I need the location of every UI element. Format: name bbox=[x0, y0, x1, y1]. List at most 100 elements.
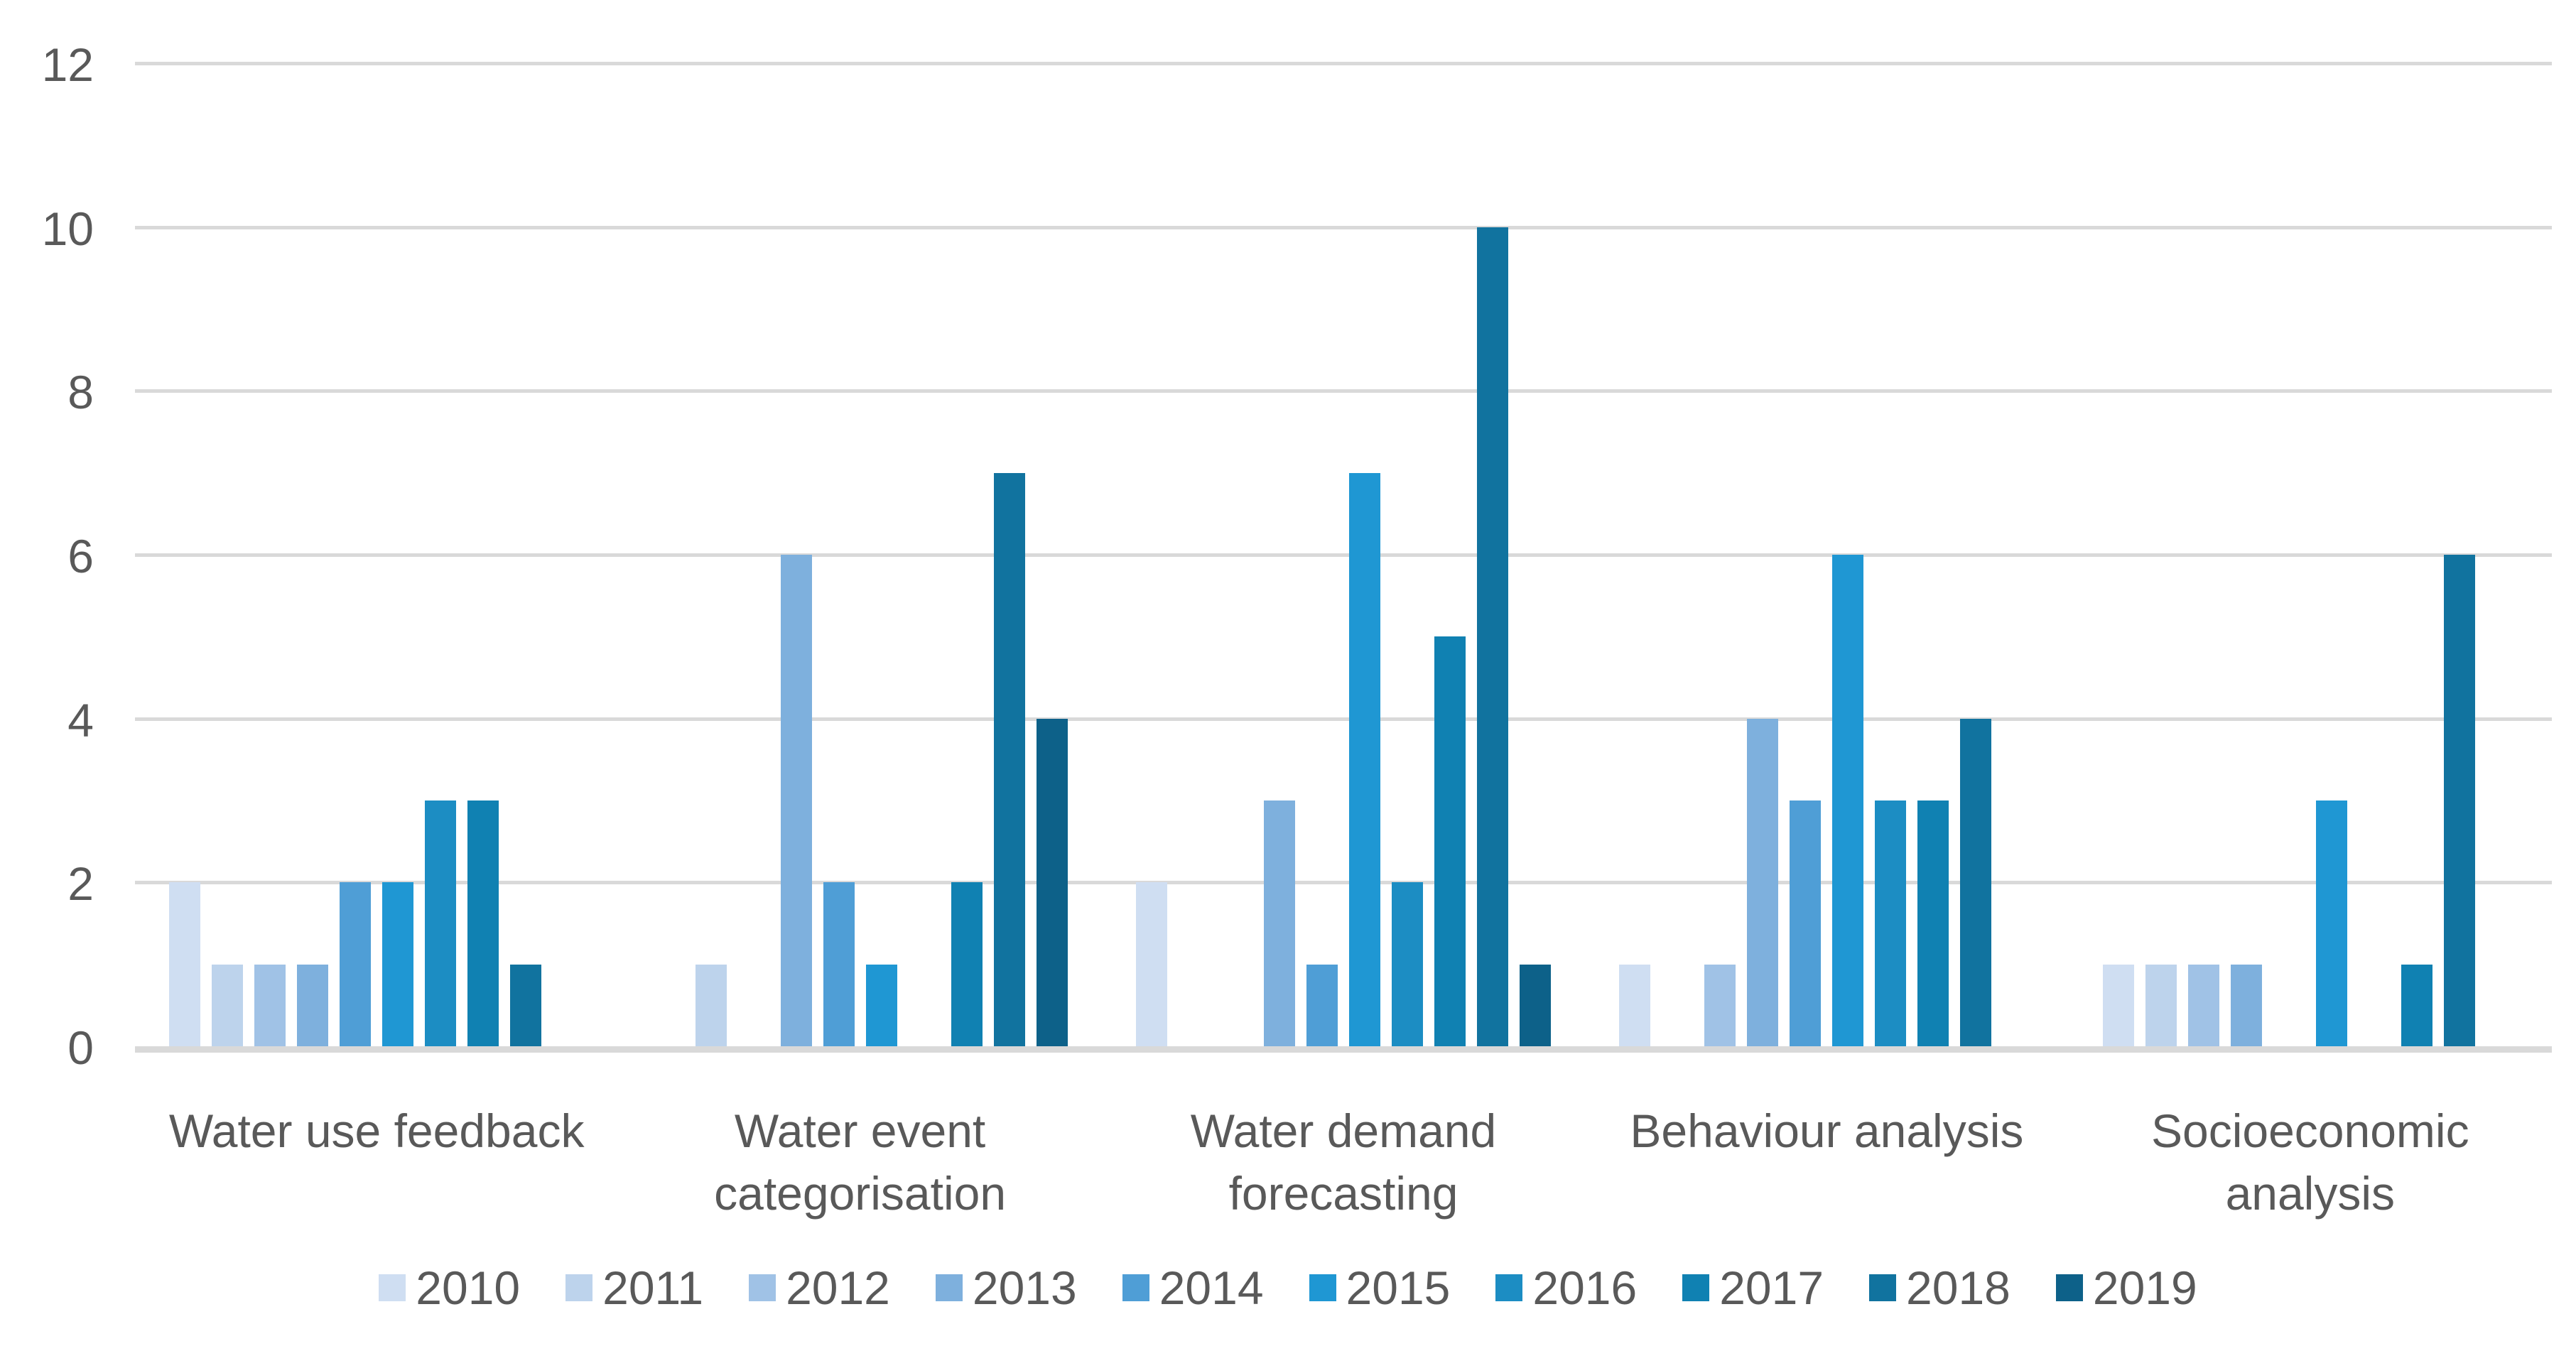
legend-label-2010: 2010 bbox=[416, 1261, 521, 1314]
legend-label-2018: 2018 bbox=[1906, 1261, 2011, 1314]
category-label-3: Water demand forecasting bbox=[1190, 1105, 1497, 1220]
bar-slot-2011 bbox=[690, 0, 732, 1046]
bar-2013-value-6 bbox=[780, 555, 812, 1046]
legend-swatch-2016 bbox=[1495, 1274, 1523, 1301]
legend-item-2015: 2015 bbox=[1309, 1261, 1451, 1314]
bar-slot-2016 bbox=[2353, 0, 2396, 1046]
category-label-1: Water use feedback bbox=[168, 1105, 585, 1157]
bar-slot-2019 bbox=[2481, 0, 2523, 1046]
bar-slot-2017 bbox=[1912, 0, 1954, 1046]
bar-slot-2019 bbox=[1514, 0, 1557, 1046]
y-tick-label-8: 8 bbox=[67, 366, 94, 419]
y-tick-label-10: 10 bbox=[41, 202, 94, 255]
bar-slot-2014 bbox=[1301, 0, 1343, 1046]
bar-slot-2013 bbox=[291, 0, 334, 1046]
bar-slot-2013 bbox=[775, 0, 818, 1046]
bar-2010-value-1 bbox=[2102, 964, 2134, 1046]
bar-2013-value-1 bbox=[2230, 964, 2262, 1046]
bar-2011-value-1 bbox=[212, 964, 244, 1046]
bar-slot-2013 bbox=[2225, 0, 2268, 1046]
bar-slot-2012 bbox=[249, 0, 291, 1046]
bar-2010-value-1 bbox=[1619, 964, 1651, 1046]
bar-slot-2016 bbox=[903, 0, 946, 1046]
bar-slot-2018 bbox=[1954, 0, 1997, 1046]
category-label-4: Behaviour analysis bbox=[1630, 1105, 2024, 1157]
bar-2018-value-4 bbox=[1960, 718, 1992, 1046]
y-tick-label-0: 0 bbox=[67, 1021, 94, 1074]
bar-slot-2019 bbox=[1997, 0, 2040, 1046]
gridline-y-8 bbox=[135, 389, 2552, 394]
bar-group-1 bbox=[135, 0, 618, 1046]
bar-slot-2010 bbox=[163, 0, 206, 1046]
bar-slot-2011 bbox=[2140, 0, 2182, 1046]
legend-item-2017: 2017 bbox=[1682, 1263, 1824, 1313]
bar-slot-2010 bbox=[1130, 0, 1173, 1046]
legend-swatch-2013 bbox=[935, 1274, 963, 1301]
y-tick-label-12: 12 bbox=[41, 38, 94, 92]
bar-slot-2017 bbox=[946, 0, 988, 1046]
bar-slot-2012 bbox=[732, 0, 775, 1046]
category-label-2: Water event categorisation bbox=[714, 1105, 1007, 1220]
bar-2017-value-3 bbox=[1917, 800, 1949, 1046]
bar-slot-2014 bbox=[334, 0, 377, 1046]
bar-2017-value-5 bbox=[1434, 636, 1466, 1046]
bar-2015-value-7 bbox=[1348, 472, 1380, 1046]
bar-2014-value-2 bbox=[340, 882, 372, 1046]
plot-area bbox=[135, 0, 2552, 1046]
bar-2012-value-1 bbox=[1704, 964, 1736, 1046]
bar-group-5 bbox=[2069, 0, 2552, 1046]
gridline-y-6 bbox=[135, 553, 2552, 558]
bar-slot-2012 bbox=[2182, 0, 2225, 1046]
bar-2012-value-1 bbox=[254, 964, 286, 1046]
legend-item-2011: 2011 bbox=[565, 1263, 703, 1313]
bar-slot-2015 bbox=[377, 0, 419, 1046]
bar-slot-2014 bbox=[1784, 0, 1827, 1046]
bar-slot-2017 bbox=[2396, 0, 2438, 1046]
bar-slot-2018 bbox=[2438, 0, 2481, 1046]
legend-label-2015: 2015 bbox=[1346, 1261, 1451, 1314]
bar-2011-value-1 bbox=[2145, 964, 2177, 1046]
bar-slot-2012 bbox=[1216, 0, 1258, 1046]
bar-2017-value-2 bbox=[951, 882, 983, 1046]
legend-label-2012: 2012 bbox=[786, 1261, 890, 1314]
bar-group-4 bbox=[1585, 0, 2068, 1046]
gridline-y-2 bbox=[135, 881, 2552, 885]
x-axis-line bbox=[135, 1046, 2552, 1053]
legend-item-2012: 2012 bbox=[749, 1263, 890, 1313]
legend-item-2016: 2016 bbox=[1495, 1263, 1637, 1313]
bar-group-2 bbox=[618, 0, 1101, 1046]
bar-2019-value-1 bbox=[1519, 964, 1551, 1046]
bar-2019-value-4 bbox=[1036, 718, 1068, 1046]
legend-label-2017: 2017 bbox=[1719, 1261, 1824, 1314]
bar-2017-value-1 bbox=[2401, 964, 2432, 1046]
bar-slot-2013 bbox=[1258, 0, 1301, 1046]
bar-slot-2014 bbox=[2268, 0, 2310, 1046]
bar-2010-value-2 bbox=[169, 882, 201, 1046]
bar-slot-2017 bbox=[462, 0, 504, 1046]
legend-swatch-2017 bbox=[1682, 1274, 1710, 1301]
legend-item-2010: 2010 bbox=[379, 1263, 520, 1313]
bar-group-3 bbox=[1102, 0, 1585, 1046]
bar-slot-2012 bbox=[1699, 0, 1741, 1046]
bar-2016-value-3 bbox=[425, 800, 457, 1046]
bar-2018-value-10 bbox=[1476, 227, 1508, 1046]
legend-swatch-2019 bbox=[2055, 1274, 2083, 1301]
bar-2015-value-1 bbox=[865, 964, 897, 1046]
bar-slot-2010 bbox=[1613, 0, 1656, 1046]
bar-2016-value-3 bbox=[1875, 800, 1907, 1046]
bar-slot-2011 bbox=[1656, 0, 1699, 1046]
y-tick-label-6: 6 bbox=[67, 530, 94, 583]
bar-2015-value-2 bbox=[382, 882, 414, 1046]
bar-slot-2014 bbox=[818, 0, 860, 1046]
legend-label-2013: 2013 bbox=[972, 1261, 1077, 1314]
legend-swatch-2011 bbox=[565, 1274, 593, 1301]
bar-slot-2015 bbox=[1827, 0, 1869, 1046]
bar-slot-2016 bbox=[1386, 0, 1429, 1046]
bar-slot-2018 bbox=[988, 0, 1031, 1046]
bar-slot-2015 bbox=[1343, 0, 1386, 1046]
gridline-y-12 bbox=[135, 62, 2552, 66]
bar-2010-value-2 bbox=[1135, 882, 1167, 1046]
bar-slot-2016 bbox=[419, 0, 462, 1046]
bar-slot-2017 bbox=[1429, 0, 1471, 1046]
